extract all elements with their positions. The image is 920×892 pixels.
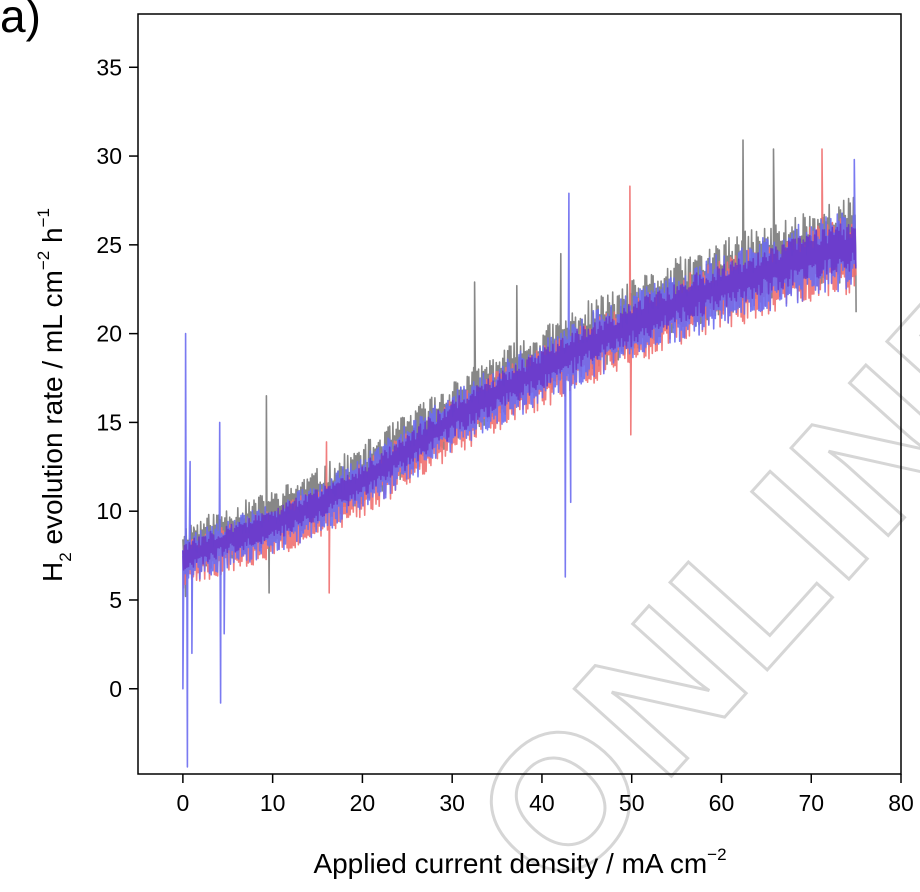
series-layer	[182, 139, 857, 768]
x-tick-label: 10	[260, 790, 286, 816]
x-axis-title-main: Applied current density / mA cm	[313, 848, 707, 879]
y-tick-label: 0	[109, 676, 122, 702]
x-axis-title-sup: −2	[707, 845, 726, 864]
x-tick-label: 40	[529, 790, 555, 816]
y-axis-title-mid: evolution rate / mL cm	[37, 270, 68, 552]
y-tick-label: 20	[96, 321, 122, 347]
x-tick-label: 70	[798, 790, 824, 816]
y-axis-title-sup-1: −2	[34, 251, 53, 270]
x-tick-label: 0	[176, 790, 189, 816]
y-tick-label: 25	[96, 232, 122, 258]
y-tick-label: 30	[96, 143, 122, 169]
x-tick-label: 20	[350, 790, 376, 816]
y-tick-label: 15	[96, 409, 122, 435]
y-axis-title-sub: 2	[56, 552, 75, 561]
x-tick-label: 30	[439, 790, 465, 816]
y-axis-title-unit-h: h	[37, 227, 68, 250]
y-tick-label: 35	[96, 54, 122, 80]
y-tick-label: 5	[109, 587, 122, 613]
series-line	[182, 223, 857, 571]
y-axis-title: H2 evolution rate / mL cm−2 h−1	[34, 208, 75, 582]
y-tick-label: 10	[96, 498, 122, 524]
x-axis: 0 10 20 30 40 50 60 70 80	[176, 774, 914, 816]
x-axis-title: Applied current density / mA cm−2	[313, 845, 726, 879]
x-tick-label: 50	[619, 790, 645, 816]
y-axis-title-sup-2: −1	[34, 208, 53, 227]
y-axis-title-h: H	[37, 562, 68, 582]
panel-label: a)	[0, 0, 41, 42]
plot-frame	[137, 13, 902, 775]
y-axis: 0 5 10 15 20 25 30 35	[96, 54, 138, 702]
x-tick-label: 60	[709, 790, 735, 816]
x-tick-label: 80	[888, 790, 914, 816]
